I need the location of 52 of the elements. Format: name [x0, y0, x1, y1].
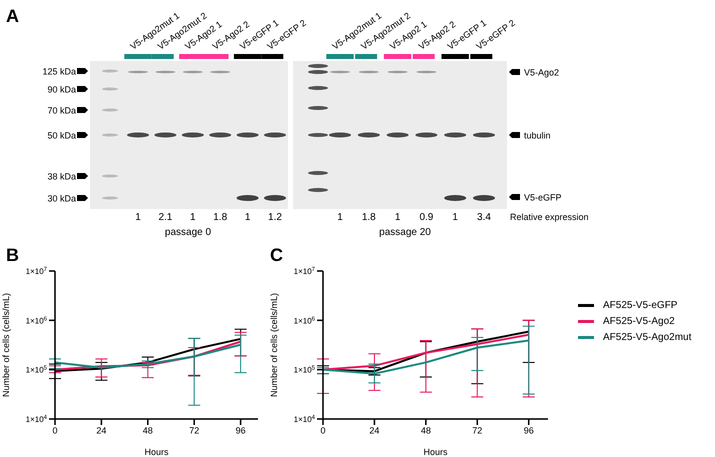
data-label: 1 [244, 212, 251, 223]
data-label: 1.2 [268, 212, 282, 223]
x-tick-label: 24 [369, 425, 380, 436]
data-label: 3.4 [477, 212, 492, 223]
x-tick-label: 24 [96, 425, 106, 436]
x-tick-label: 72 [472, 425, 482, 436]
text: 50 kDa [47, 130, 76, 140]
data-label: 1 [190, 212, 196, 223]
legend-label: AF525-V5-Ago2mut [603, 332, 692, 342]
x-axis-title: Hours [144, 447, 169, 457]
text: 125 kDa [42, 66, 76, 76]
x-tick-label: 96 [236, 425, 246, 436]
y-tick-label: 1×10$^{4}$ [26, 414, 48, 424]
y-tick-label: 1×10$^{7}$ [26, 266, 48, 276]
text: V5-eGFP [524, 192, 562, 202]
x-tick-label: 96 [524, 425, 534, 436]
chart-title: B [6, 245, 19, 266]
legend-label: AF525-V5-eGFP [603, 300, 678, 310]
data-label: 2.1 [158, 212, 173, 223]
text: 70 kDa [47, 106, 76, 116]
data-label: 1 [394, 212, 401, 223]
x-tick-label: 0 [320, 425, 326, 436]
data-label: 0.9 [419, 212, 434, 223]
y-tick-label: 1×10$^{6}$ [26, 315, 48, 326]
y-axis-title: Number of cells (cells/mL) [1, 292, 11, 398]
x-tick-label: 48 [420, 425, 431, 436]
y-axis-title: Number of cells (cells/mL) [269, 292, 279, 398]
text: 90 kDa [47, 84, 76, 94]
text: V5-Ago2 [524, 68, 560, 78]
text: A [6, 6, 19, 26]
y-tick-label: 1×10$^{4}$ [294, 414, 316, 424]
x-tick-label: 0 [52, 425, 58, 436]
data-label: 1.8 [213, 212, 228, 223]
text: 38 kDa [47, 172, 76, 182]
x-axis-title: Hours [423, 447, 448, 457]
text: 30 kDa [47, 194, 76, 204]
data-label: 1 [452, 212, 458, 223]
x-tick-label: 72 [189, 425, 200, 436]
text: Relative expression [510, 212, 589, 222]
y-tick-label: 1×10$^{5}$ [26, 364, 48, 375]
data-label: 1 [337, 212, 344, 223]
chart-title: C [270, 245, 283, 266]
text: tubulin [524, 130, 551, 140]
y-tick-label: 1×10$^{6}$ [294, 315, 316, 326]
text: passage 0 [164, 227, 212, 238]
data-label: 1.8 [362, 212, 376, 223]
data-label: 1 [135, 212, 142, 223]
legend-label: AF525-V5-Ago2 [603, 316, 675, 326]
y-tick-label: 1×10$^{7}$ [294, 266, 316, 276]
text: passage 20 [379, 227, 432, 238]
x-tick-label: 48 [142, 425, 153, 436]
y-tick-label: 1×10$^{5}$ [294, 364, 316, 375]
